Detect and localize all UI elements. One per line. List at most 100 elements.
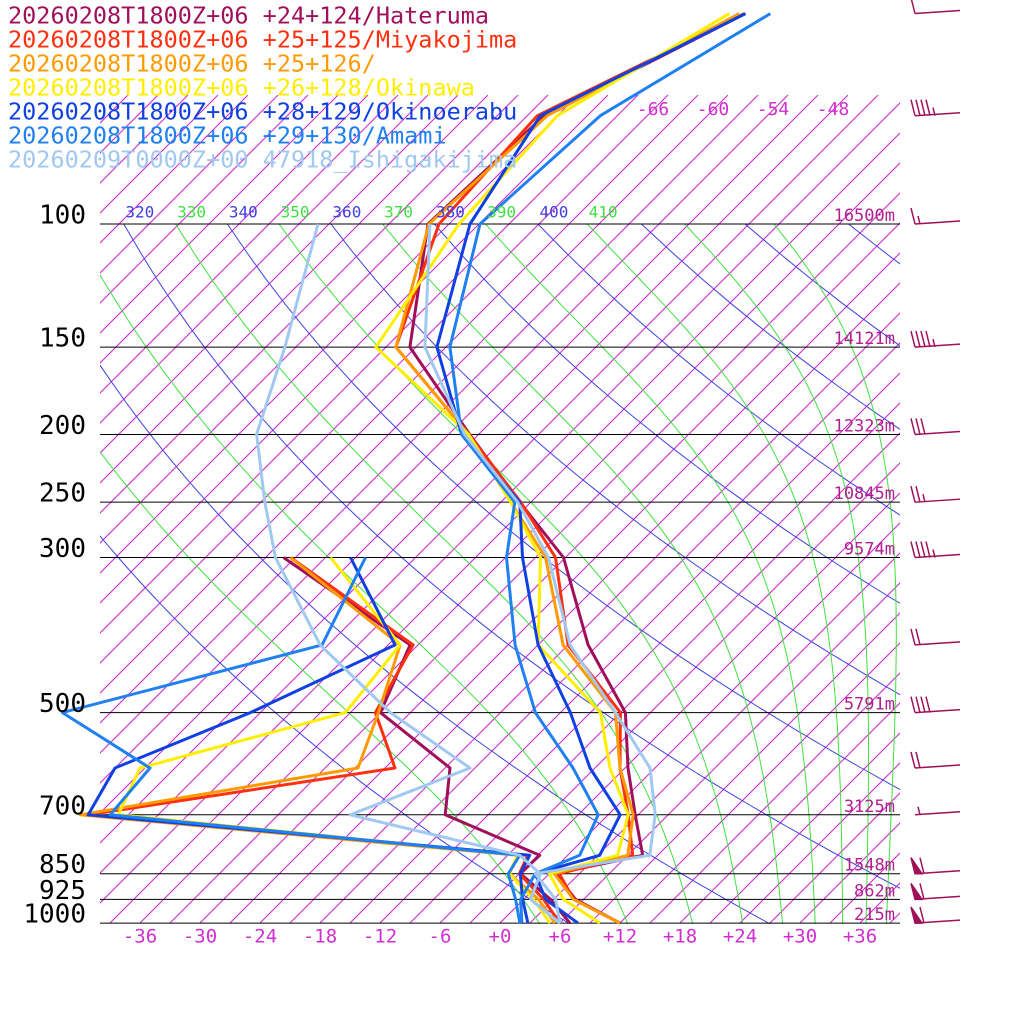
barb-shaft <box>914 343 961 348</box>
legend-entry: 20260208T1800Z+06 +24+124/Hateruma <box>8 2 489 30</box>
isotherm <box>769 792 900 924</box>
moist-adiabat <box>684 224 869 924</box>
isotherm <box>100 95 819 814</box>
barb-full <box>915 330 921 348</box>
barb-full <box>910 486 916 503</box>
pressure-label: 100 <box>39 201 86 231</box>
isotherm <box>319 342 900 924</box>
barb-full <box>910 418 916 435</box>
height-label: 10845m <box>834 484 895 504</box>
legend-entry: 20260208T1800Z+06 +28+129/Okinoerabu <box>8 98 517 126</box>
barb-shaft <box>914 764 961 769</box>
barb-full <box>920 418 926 435</box>
x-tick-label: +30 <box>783 926 817 948</box>
isotherm <box>950 95 1024 923</box>
x-tick-label: +24 <box>723 926 757 948</box>
isotherm <box>589 612 900 924</box>
barb-shaft <box>914 220 961 225</box>
isotherm <box>679 702 900 924</box>
barb-full <box>915 99 921 116</box>
isotherm <box>229 252 900 924</box>
dry-adiabat <box>100 364 772 924</box>
barb-shaft <box>914 9 961 15</box>
wind-barb <box>910 330 961 348</box>
wind-barb <box>910 541 961 559</box>
isotherm <box>100 95 759 754</box>
x-tick-label: -6 <box>429 926 452 948</box>
moist-adiabat <box>586 224 844 924</box>
dewpoint-line <box>86 556 562 924</box>
barb-full <box>920 99 926 116</box>
x-tick-label: -12 <box>363 926 397 948</box>
legend: 20260208T1800Z+06 +24+124/Hateruma 202602… <box>8 2 517 174</box>
pressure-label: 300 <box>39 534 86 564</box>
isotherm <box>100 95 459 454</box>
barb-full <box>925 696 931 713</box>
isotherm <box>409 432 900 924</box>
isotherm <box>100 95 669 664</box>
isotherm <box>100 95 519 514</box>
isotherm <box>920 95 1024 923</box>
barb-full <box>920 696 926 713</box>
barb-full <box>915 541 921 558</box>
x-tick-label: -36 <box>123 926 157 948</box>
height-label: 215m <box>854 905 895 925</box>
wind-barb <box>914 806 961 816</box>
barb-half <box>932 107 936 116</box>
pressure-label: 500 <box>39 689 86 719</box>
isotherm <box>529 552 900 924</box>
theta-label: 390 <box>487 203 516 222</box>
pressure-label: 850 <box>39 850 86 880</box>
x-tick-label: +0 <box>489 926 512 948</box>
barb-full <box>910 751 916 769</box>
x-tick-label: +18 <box>663 926 697 948</box>
height-label: 5791m <box>844 695 895 715</box>
dry-adiabat <box>537 224 900 516</box>
temperature-line <box>448 12 772 924</box>
temperature-line <box>435 12 747 925</box>
theta-label: 400 <box>539 203 568 222</box>
isotherm <box>100 95 549 544</box>
isotherm <box>100 95 729 724</box>
pressure-label: 700 <box>39 791 86 821</box>
barb-half <box>932 338 936 348</box>
barb-shaft <box>914 111 961 117</box>
dewpoint-line <box>78 556 557 924</box>
barb-full <box>925 330 931 348</box>
x-tick-label: -24 <box>243 926 277 948</box>
legend-entry: 20260209T0000Z+00 47918_Ishigakijima <box>8 146 517 174</box>
barb-shaft <box>914 553 961 559</box>
barb-shaft <box>914 498 961 503</box>
pressure-label: 150 <box>39 324 86 354</box>
isotherm <box>100 95 639 634</box>
theta-label: 410 <box>589 203 618 222</box>
height-label: 862m <box>854 881 895 901</box>
temperature-line <box>423 223 657 924</box>
moist-adiabat <box>382 224 784 924</box>
isotherm <box>349 372 900 924</box>
moist-adiabat <box>773 224 897 924</box>
barb-full <box>910 99 916 116</box>
labels: 320 330 340 350 360 370 380 390 400 410 100 16500m 1… <box>23 99 895 948</box>
pressure-label: 925 <box>39 876 86 906</box>
barb-full <box>910 207 916 225</box>
dry-adiabat <box>123 224 900 889</box>
wind-barb <box>910 207 961 225</box>
barb-full <box>910 696 916 713</box>
dewpoint-line <box>86 556 532 924</box>
adiabats <box>100 224 900 924</box>
profiles <box>60 12 772 925</box>
dewpoint-line <box>60 556 522 924</box>
barb-full <box>920 541 926 558</box>
dry-adiabat <box>226 224 900 791</box>
wind-barbs <box>910 0 961 924</box>
x-tick-label: +6 <box>549 926 572 948</box>
dry-adiabat <box>100 535 571 924</box>
isotherm <box>889 912 900 924</box>
pressure-levels <box>100 223 900 924</box>
isotherm-label: -54 <box>757 99 790 120</box>
dry-adiabat <box>330 224 900 696</box>
isotherm <box>199 222 900 924</box>
pressure-label: 200 <box>39 411 86 441</box>
